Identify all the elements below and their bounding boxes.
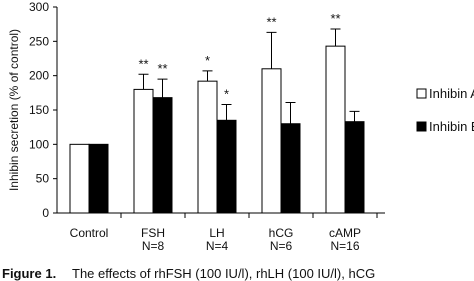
error-bar bbox=[330, 28, 341, 47]
bar bbox=[69, 143, 90, 214]
caption: The effects of rhFSH (100 IU/l), rhLH (1… bbox=[72, 266, 375, 281]
bar bbox=[133, 88, 154, 214]
x-tick-label: LH bbox=[209, 226, 224, 240]
legend-label: Inhibin A bbox=[429, 86, 474, 101]
error-bar bbox=[138, 73, 149, 90]
sample-size: N=4 bbox=[206, 239, 229, 253]
significance: * bbox=[224, 87, 229, 102]
y-tick-label: 100 bbox=[29, 137, 49, 151]
y-tick-label: 150 bbox=[29, 103, 49, 117]
error-bar bbox=[266, 31, 277, 69]
significance: ** bbox=[157, 61, 167, 76]
legend-label: Inhibin B bbox=[429, 119, 474, 134]
legend-swatch bbox=[416, 121, 427, 132]
bar bbox=[344, 121, 365, 214]
caption-label: Figure 1. bbox=[2, 266, 56, 281]
x-tick-label: Control bbox=[70, 226, 109, 240]
y-tick-label: 300 bbox=[29, 0, 49, 14]
significance: ** bbox=[330, 11, 340, 26]
bar bbox=[216, 119, 237, 214]
x-tick-label: FSH bbox=[141, 226, 165, 240]
error-bar bbox=[157, 78, 168, 98]
x-tick-label: hCG bbox=[269, 226, 294, 240]
error-bar bbox=[221, 104, 232, 121]
bar bbox=[197, 80, 218, 214]
y-tick-label: 250 bbox=[29, 34, 49, 48]
y-axis-label: Inhibin secretion (% of control) bbox=[7, 29, 21, 191]
bar bbox=[325, 45, 346, 214]
significance: ** bbox=[266, 14, 276, 29]
error-bar bbox=[202, 70, 213, 82]
sample-size: N=6 bbox=[270, 239, 293, 253]
y-tick-label: 0 bbox=[42, 206, 49, 220]
error-bar bbox=[285, 101, 296, 124]
bar bbox=[261, 68, 282, 214]
bar bbox=[88, 143, 109, 214]
sample-size: N=16 bbox=[330, 239, 359, 253]
y-tick-label: 200 bbox=[29, 69, 49, 83]
bar bbox=[152, 97, 173, 214]
y-tick-label: 50 bbox=[36, 172, 50, 186]
error-bar bbox=[349, 110, 360, 122]
sample-size: N=8 bbox=[142, 239, 165, 253]
bar bbox=[280, 123, 301, 214]
significance: * bbox=[205, 53, 210, 68]
x-tick-label: cAMP bbox=[329, 226, 361, 240]
significance: ** bbox=[138, 56, 148, 71]
legend-swatch bbox=[416, 88, 427, 99]
